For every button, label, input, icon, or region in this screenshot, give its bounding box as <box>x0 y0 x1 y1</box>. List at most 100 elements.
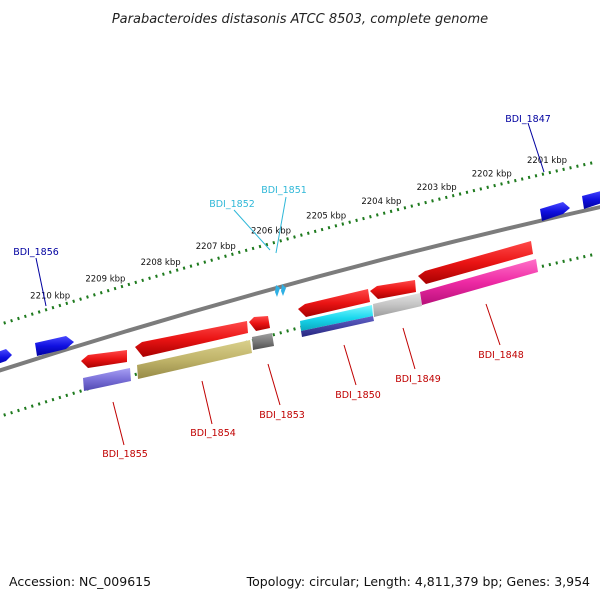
scale-tick-mark <box>237 250 241 255</box>
scale-tick-mark <box>562 167 565 172</box>
scale-tick-mark <box>3 413 7 417</box>
scale-tick-mark <box>424 200 427 205</box>
genome-summary-text: Topology: circular; Length: 4,811,379 bp… <box>246 574 590 589</box>
reverse-gene-block[interactable] <box>137 340 252 379</box>
scale-tick-mark <box>493 183 496 188</box>
scale-tick-mark <box>369 215 372 219</box>
scale-tick-mark <box>320 227 324 232</box>
reverse-strand-genes <box>81 241 538 391</box>
scale-tick-mark <box>541 172 545 176</box>
scale-tick-mark <box>23 314 27 319</box>
accession-text: Accession: NC_009615 <box>9 574 151 589</box>
reverse-gene-arrow[interactable] <box>418 241 533 284</box>
scale-tick-mark <box>548 170 552 175</box>
leader-line <box>35 257 47 307</box>
scale-tick-mark <box>555 261 559 265</box>
scale-tick-mark <box>30 404 34 408</box>
reverse-gene-arrow[interactable] <box>135 321 248 357</box>
scale-tick-label: 2209 kbp <box>85 275 125 285</box>
scale-tick-mark <box>51 305 55 310</box>
scale-tick-mark <box>120 284 124 289</box>
scale-track-outer <box>3 161 593 325</box>
scale-tick-mark <box>576 164 579 168</box>
gene-label-bdi-1848[interactable]: BDI_1848 <box>478 350 524 361</box>
scale-tick-mark <box>396 207 400 212</box>
scale-tick-mark <box>189 264 193 268</box>
gene-label-leaders <box>35 122 545 446</box>
scale-tick-mark <box>293 235 296 239</box>
scale-tick-mark <box>92 293 96 297</box>
small-gene-chevron[interactable] <box>275 285 280 297</box>
scale-tick-mark <box>348 220 352 224</box>
scale-tick-mark <box>355 218 358 223</box>
forward-gene-arrow[interactable] <box>0 349 12 366</box>
scale-tick-mark <box>210 258 214 262</box>
scale-tick-mark <box>79 389 82 393</box>
scale-tick-mark <box>3 321 7 325</box>
leader-line <box>343 344 357 386</box>
scale-tick-mark <box>569 166 572 170</box>
leader-line <box>485 303 501 346</box>
gene-label-bdi-1847[interactable]: BDI_1847 <box>505 114 551 125</box>
reverse-gene-block[interactable] <box>252 333 274 350</box>
small-gene-chevron[interactable] <box>281 284 286 296</box>
scale-tick-label: 2205 kbp <box>306 211 346 221</box>
gene-label-bdi-1855[interactable]: BDI_1855 <box>102 449 148 460</box>
scale-tick-mark <box>272 332 276 337</box>
gene-label-bdi-1850[interactable]: BDI_1850 <box>335 390 381 401</box>
gene-label-bdi-1856[interactable]: BDI_1856 <box>13 247 59 258</box>
scale-tick-mark <box>141 278 145 283</box>
reverse-gene-block[interactable] <box>301 316 374 337</box>
reverse-gene-arrow[interactable] <box>81 350 127 368</box>
page-title: Parabacteroides distasonis ATCC 8503, co… <box>112 12 488 27</box>
scale-tick-mark <box>217 256 220 260</box>
reverse-gene-arrow[interactable] <box>370 280 416 299</box>
scale-tick-mark <box>279 239 283 243</box>
scale-tick-mark <box>555 169 559 173</box>
scale-tick-mark <box>244 248 248 253</box>
reverse-gene-block[interactable] <box>420 259 538 305</box>
scale-tick-mark <box>341 222 345 226</box>
reverse-gene-arrow[interactable] <box>249 316 270 331</box>
forward-gene-arrow[interactable] <box>582 190 600 209</box>
reverse-gene-arrow[interactable] <box>298 289 370 317</box>
gene-label-bdi-1854[interactable]: BDI_1854 <box>190 428 236 439</box>
scale-tick-mark <box>51 397 55 402</box>
scale-tick-mark <box>79 297 82 301</box>
scale-tick-mark <box>444 195 448 200</box>
scale-tick-mark <box>286 329 289 333</box>
scale-tick-mark <box>86 295 89 299</box>
gene-label-bdi-1853[interactable]: BDI_1853 <box>259 410 305 421</box>
scale-tick-label: 2207 kbp <box>196 242 236 252</box>
gene-label-bdi-1851[interactable]: BDI_1851 <box>261 185 307 196</box>
scale-tick-mark <box>548 262 552 267</box>
scale-tick-mark <box>472 188 476 193</box>
scale-tick-mark <box>161 272 165 276</box>
gene-label-bdi-1852[interactable]: BDI_1852 <box>209 199 255 210</box>
scale-tick-mark <box>589 253 593 257</box>
scale-tick-mark <box>513 178 517 183</box>
scale-tick-mark <box>293 327 296 331</box>
scale-tick-mark <box>451 194 455 198</box>
scale-tick-label: 2203 kbp <box>417 183 457 193</box>
reverse-gene-block[interactable] <box>83 368 131 391</box>
reverse-gene-block[interactable] <box>373 293 422 317</box>
scale-tick-mark <box>313 229 317 234</box>
scale-tick-mark <box>65 301 69 306</box>
gene-label-bdi-1849[interactable]: BDI_1849 <box>395 374 441 385</box>
scale-tick-mark <box>569 258 572 262</box>
scale-tick-mark <box>300 233 303 237</box>
scale-tick-mark <box>438 197 441 201</box>
scale-tick-mark <box>44 308 48 312</box>
forward-gene-arrow[interactable] <box>540 202 570 221</box>
leader-line <box>112 401 125 446</box>
forward-gene-arrow[interactable] <box>35 336 74 356</box>
scale-tick-mark <box>389 209 393 214</box>
leader-line <box>267 363 281 406</box>
forward-strand-genes <box>0 190 600 366</box>
scale-tick-mark <box>203 260 207 264</box>
leader-line <box>201 380 213 425</box>
scale-tick-mark <box>382 211 386 215</box>
scale-tick-mark <box>99 291 103 295</box>
reverse-gene-block[interactable] <box>300 305 373 331</box>
